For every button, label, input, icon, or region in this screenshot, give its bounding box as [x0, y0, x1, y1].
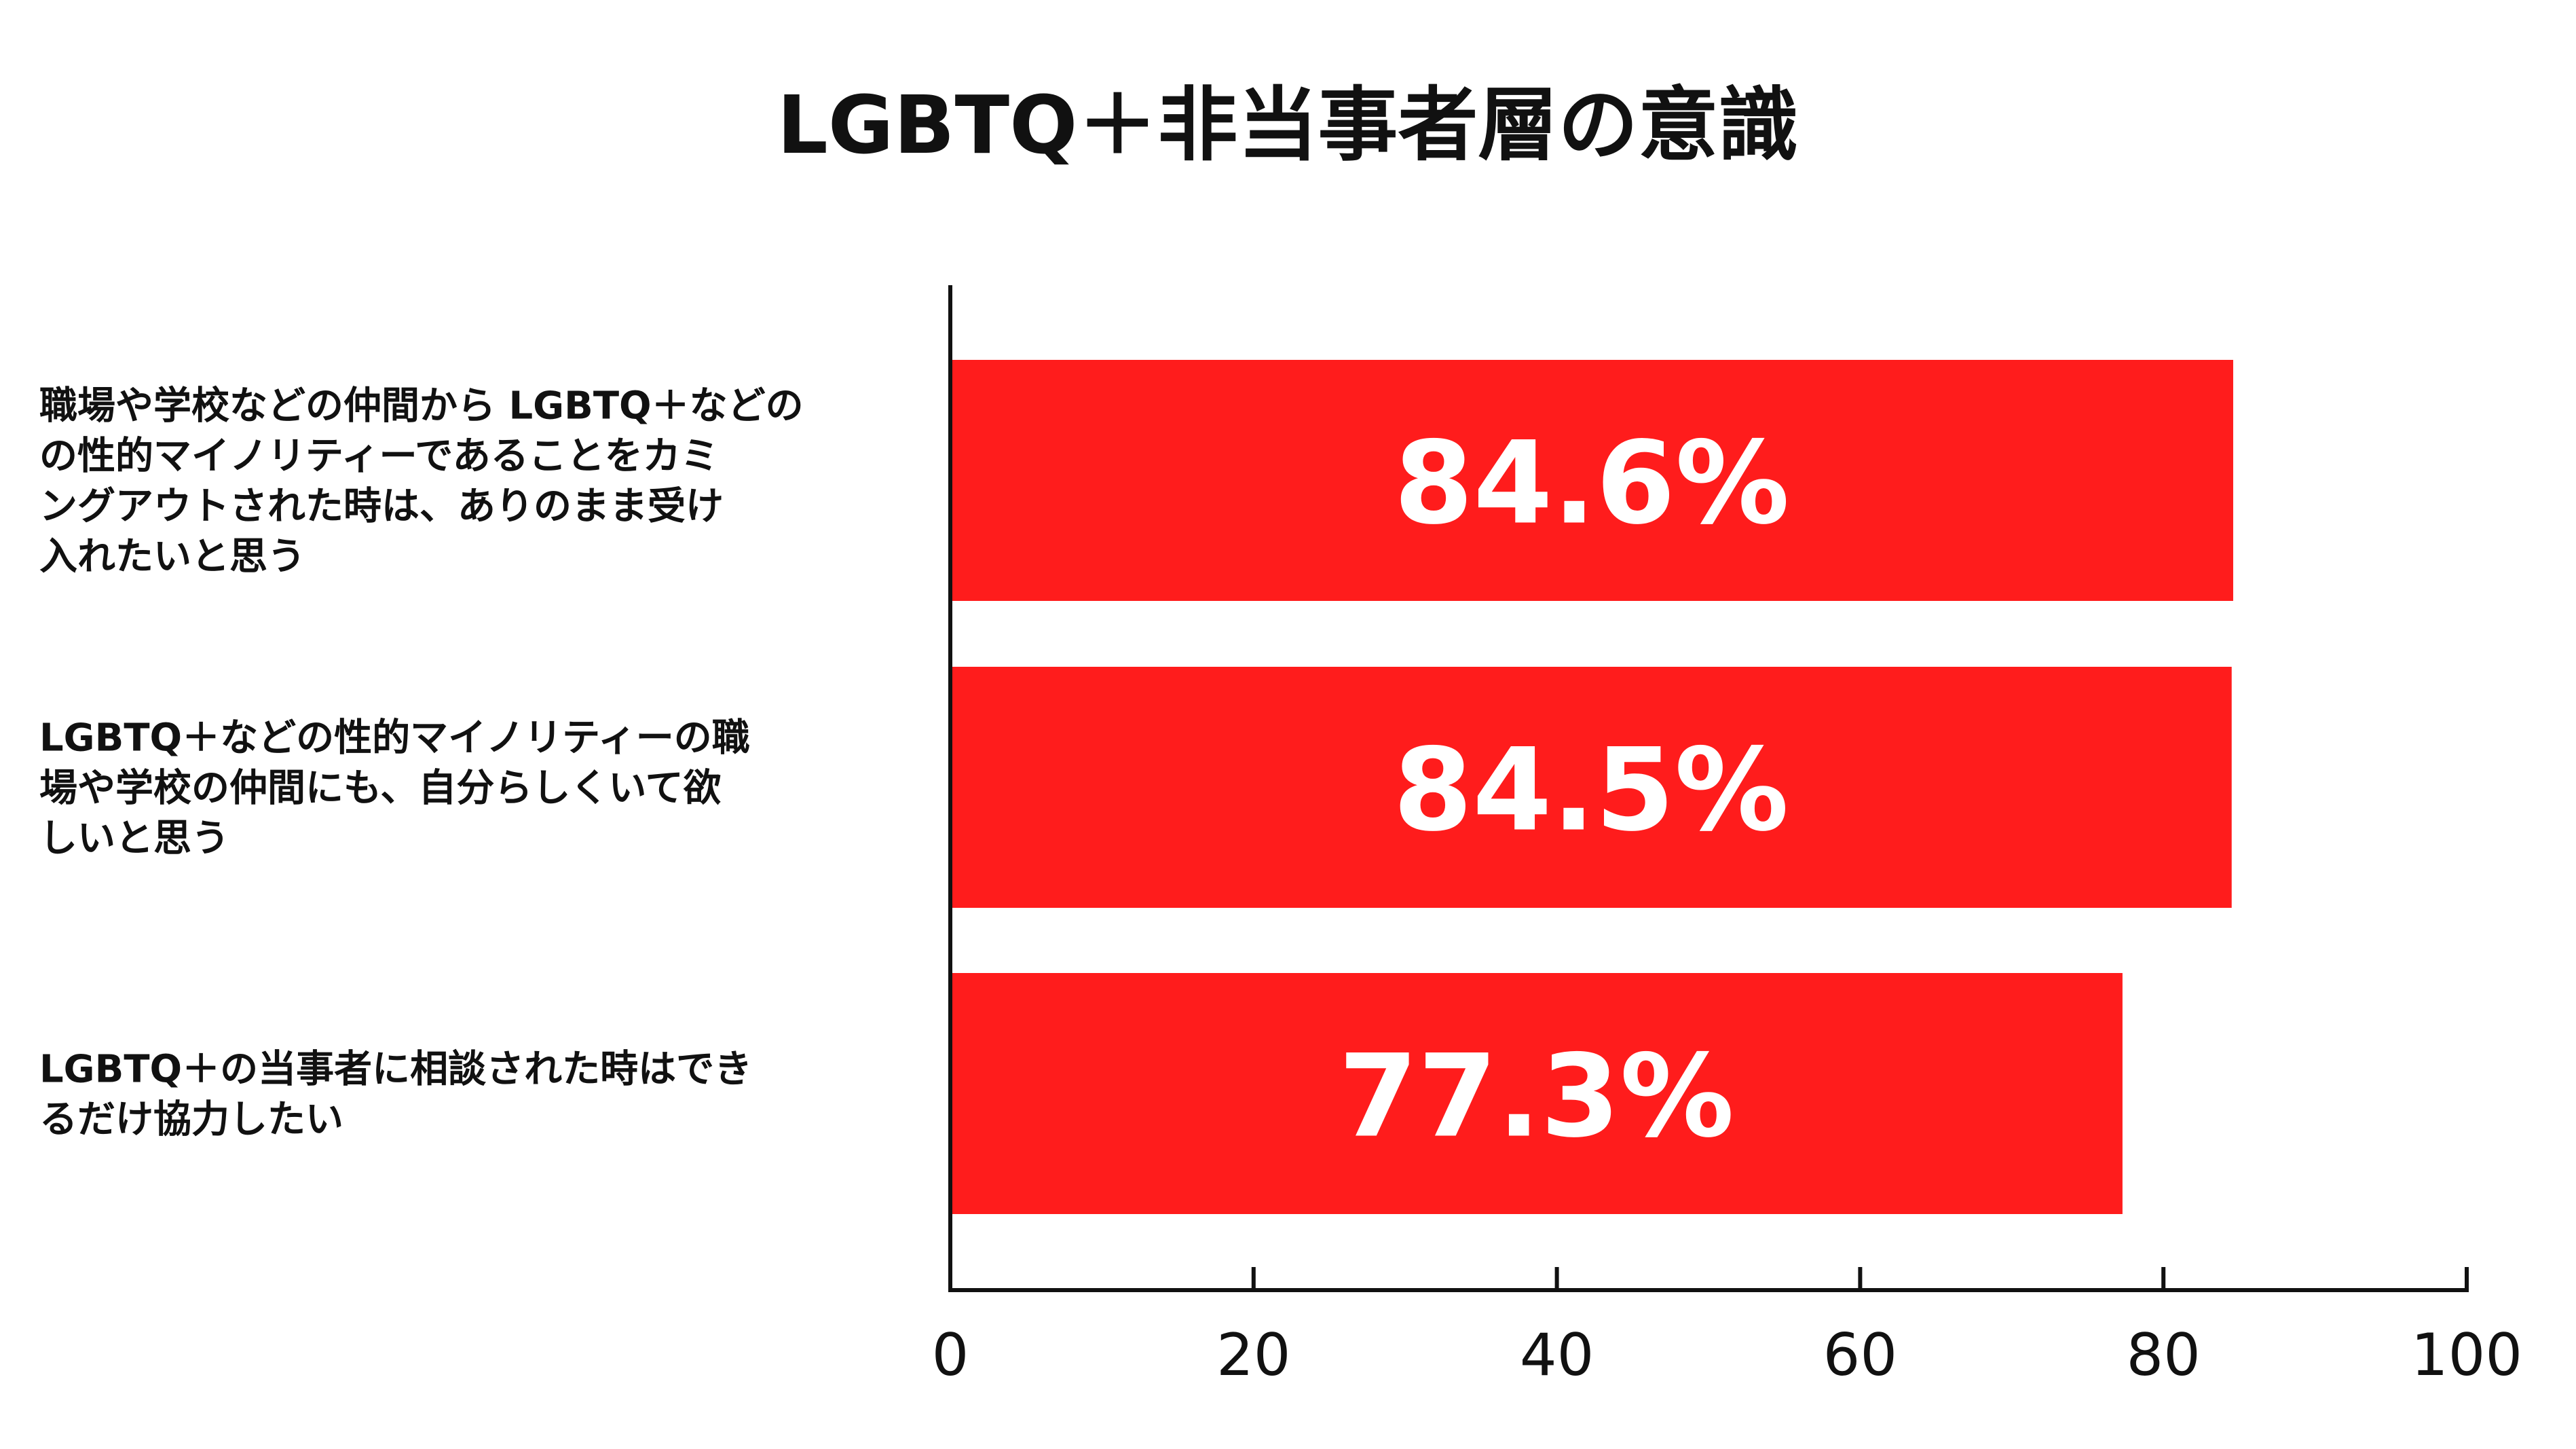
bar-2 — [950, 667, 2232, 908]
category-label-1: 職場や学校などの仲間から LGBTQ＋などのの性的マイノリティーであることをカミ… — [39, 384, 804, 579]
x-tick-label-20: 20 — [1216, 1321, 1290, 1389]
x-tick-label-60: 60 — [1823, 1321, 1897, 1389]
x-tick-label-80: 80 — [2126, 1321, 2200, 1389]
category-label-line: の性的マイノリティーであることをカミ — [39, 435, 719, 479]
bar-value-label-2: 84.5% — [1393, 724, 1789, 857]
chart-title: LGBTQ＋非当事者層の意識 — [777, 78, 1799, 172]
x-tick-label-0: 0 — [932, 1321, 969, 1389]
category-label-line: しいと思う — [39, 817, 229, 861]
x-tick-label-40: 40 — [1520, 1321, 1594, 1389]
category-labels: 職場や学校などの仲間から LGBTQ＋などのの性的マイノリティーであることをカミ… — [39, 384, 804, 1142]
category-label-line: LGBTQ＋などの性的マイノリティーの職 — [39, 716, 750, 760]
bar-value-label-1: 84.6% — [1394, 417, 1790, 550]
category-label-line: 職場や学校などの仲間から LGBTQ＋などの — [39, 384, 804, 428]
axes: 0 20 40 60 80 100 — [932, 285, 2522, 1389]
category-label-2: LGBTQ＋などの性的マイノリティーの職場や学校の仲間にも、自分らしくいて欲しい… — [39, 716, 750, 861]
category-label-line: LGBTQ＋の当事者に相談された時はでき — [39, 1048, 752, 1092]
bar-1 — [950, 360, 2233, 601]
category-label-line: ングアウトされた時は、ありのまま受け — [39, 485, 724, 529]
bar-value-label-3: 77.3% — [1339, 1030, 1734, 1163]
category-label-line: 場や学校の仲間にも、自分らしくいて欲 — [39, 767, 722, 811]
bars-layer: 84.6% 84.5% 77.3% — [950, 360, 2233, 1214]
x-tick-label-100: 100 — [2411, 1321, 2522, 1389]
category-label-line: 入れたいと思う — [39, 535, 305, 579]
bar-3 — [950, 973, 2123, 1214]
category-label-line: るだけ協力したい — [39, 1098, 343, 1142]
